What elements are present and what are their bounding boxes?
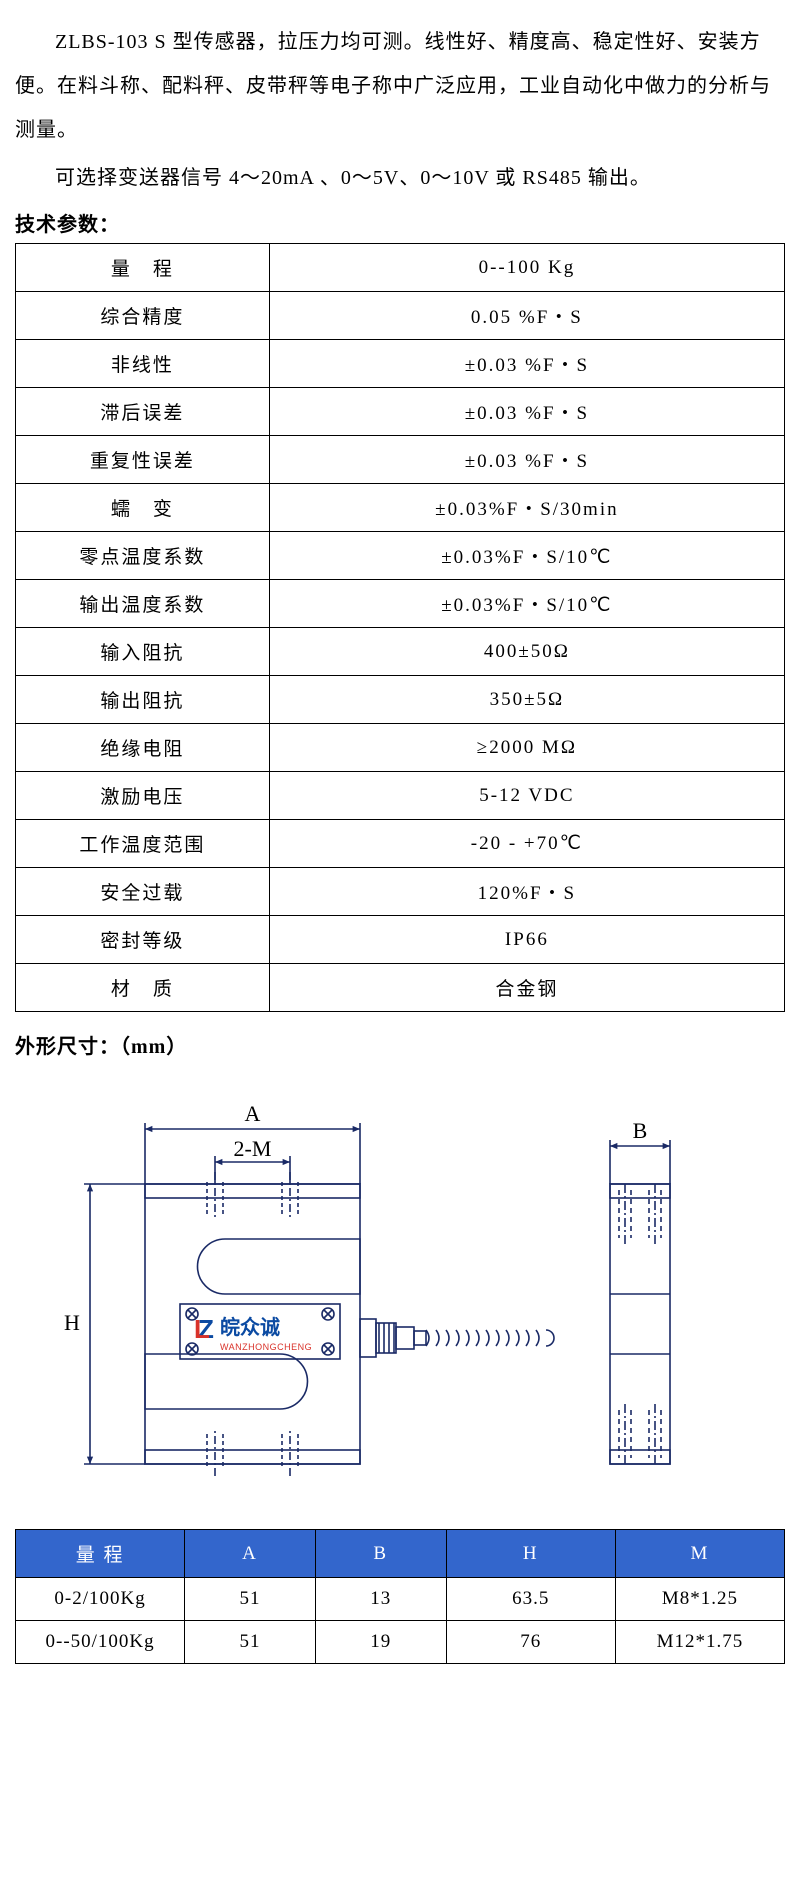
- table-row: 重复性误差±0.03 %F・S: [16, 436, 785, 484]
- spec-value: ±0.03%F・S/10℃: [269, 580, 784, 628]
- table-row: 量 程0--100 Kg: [16, 244, 785, 292]
- dims-cell: 51: [185, 1578, 316, 1621]
- spec-value: 合金钢: [269, 964, 784, 1012]
- table-row: 综合精度0.05 %F・S: [16, 292, 785, 340]
- table-row: 输入阻抗400±50Ω: [16, 628, 785, 676]
- spec-label: 输出温度系数: [16, 580, 270, 628]
- spec-value: ±0.03 %F・S: [269, 340, 784, 388]
- dimensions-table: 量 程ABHM 0-2/100Kg511363.5M8*1.250--50/10…: [15, 1529, 785, 1664]
- table-row: 0-2/100Kg511363.5M8*1.25: [16, 1578, 785, 1621]
- svg-text:WANZHONGCHENG: WANZHONGCHENG: [220, 1342, 312, 1352]
- table-row: 非线性±0.03 %F・S: [16, 340, 785, 388]
- dims-header-cell: 量 程: [16, 1530, 185, 1578]
- spec-value: ≥2000 MΩ: [269, 724, 784, 772]
- table-row: 0--50/100Kg511976M12*1.75: [16, 1621, 785, 1664]
- spec-label: 绝缘电阻: [16, 724, 270, 772]
- svg-text:B: B: [633, 1118, 648, 1143]
- spec-label: 安全过载: [16, 868, 270, 916]
- svg-text:H: H: [64, 1310, 80, 1335]
- spec-value: 0--100 Kg: [269, 244, 784, 292]
- intro-paragraph-1: ZLBS-103 S 型传感器，拉压力均可测。线性好、精度高、稳定性好、安装方便…: [15, 20, 785, 152]
- spec-value: 5-12 VDC: [269, 772, 784, 820]
- dims-cell: 51: [185, 1621, 316, 1664]
- table-row: 蠕 变±0.03%F・S/30min: [16, 484, 785, 532]
- dims-cell: 63.5: [446, 1578, 615, 1621]
- spec-value: ±0.03%F・S/10℃: [269, 532, 784, 580]
- svg-text:2-M: 2-M: [234, 1136, 272, 1161]
- spec-value: 120%F・S: [269, 868, 784, 916]
- spec-label: 密封等级: [16, 916, 270, 964]
- spec-value: -20 - +70℃: [269, 820, 784, 868]
- spec-label: 材 质: [16, 964, 270, 1012]
- spec-label: 工作温度范围: [16, 820, 270, 868]
- table-row: 输出温度系数±0.03%F・S/10℃: [16, 580, 785, 628]
- spec-label: 重复性误差: [16, 436, 270, 484]
- dims-header-cell: B: [315, 1530, 446, 1578]
- spec-label: 量 程: [16, 244, 270, 292]
- dims-header-cell: A: [185, 1530, 316, 1578]
- table-row: 输出阻抗350±5Ω: [16, 676, 785, 724]
- spec-value: ±0.03%F・S/30min: [269, 484, 784, 532]
- dims-cell: M8*1.25: [615, 1578, 784, 1621]
- dims-cell: 0-2/100Kg: [16, 1578, 185, 1621]
- table-row: 激励电压5-12 VDC: [16, 772, 785, 820]
- dimension-diagram: ZL皖众诚WANZHONGCHENGA2-MHB: [15, 1069, 785, 1519]
- spec-value: ±0.03 %F・S: [269, 436, 784, 484]
- spec-label: 激励电压: [16, 772, 270, 820]
- spec-label: 滞后误差: [16, 388, 270, 436]
- intro-paragraph-2: 可选择变送器信号 4～20mA 、0～5V、0～10V 或 RS485 输出。: [15, 156, 785, 200]
- sensor-diagram-svg: ZL皖众诚WANZHONGCHENGA2-MHB: [40, 1079, 760, 1499]
- spec-value: 400±50Ω: [269, 628, 784, 676]
- dimensions-heading: 外形尺寸：（mm）: [15, 1030, 785, 1059]
- spec-label: 输出阻抗: [16, 676, 270, 724]
- spec-value: 0.05 %F・S: [269, 292, 784, 340]
- spec-value: IP66: [269, 916, 784, 964]
- table-row: 材 质合金钢: [16, 964, 785, 1012]
- dims-cell: 76: [446, 1621, 615, 1664]
- dims-header-cell: H: [446, 1530, 615, 1578]
- dims-cell: M12*1.75: [615, 1621, 784, 1664]
- spec-label: 零点温度系数: [16, 532, 270, 580]
- table-row: 绝缘电阻≥2000 MΩ: [16, 724, 785, 772]
- svg-text:皖众诚: 皖众诚: [220, 1315, 280, 1339]
- spec-value: 350±5Ω: [269, 676, 784, 724]
- dims-cell: 0--50/100Kg: [16, 1621, 185, 1664]
- spec-heading: 技术参数：: [15, 208, 785, 237]
- table-row: 滞后误差±0.03 %F・S: [16, 388, 785, 436]
- spec-label: 非线性: [16, 340, 270, 388]
- spec-value: ±0.03 %F・S: [269, 388, 784, 436]
- svg-text:A: A: [245, 1101, 261, 1126]
- spec-table: 量 程0--100 Kg综合精度0.05 %F・S非线性±0.03 %F・S滞后…: [15, 243, 785, 1012]
- spec-label: 输入阻抗: [16, 628, 270, 676]
- svg-text:L: L: [194, 1314, 210, 1344]
- table-row: 工作温度范围-20 - +70℃: [16, 820, 785, 868]
- table-row: 安全过载120%F・S: [16, 868, 785, 916]
- table-row: 零点温度系数±0.03%F・S/10℃: [16, 532, 785, 580]
- dims-cell: 13: [315, 1578, 446, 1621]
- spec-label: 综合精度: [16, 292, 270, 340]
- dims-header-cell: M: [615, 1530, 784, 1578]
- spec-label: 蠕 变: [16, 484, 270, 532]
- dims-cell: 19: [315, 1621, 446, 1664]
- table-row: 密封等级IP66: [16, 916, 785, 964]
